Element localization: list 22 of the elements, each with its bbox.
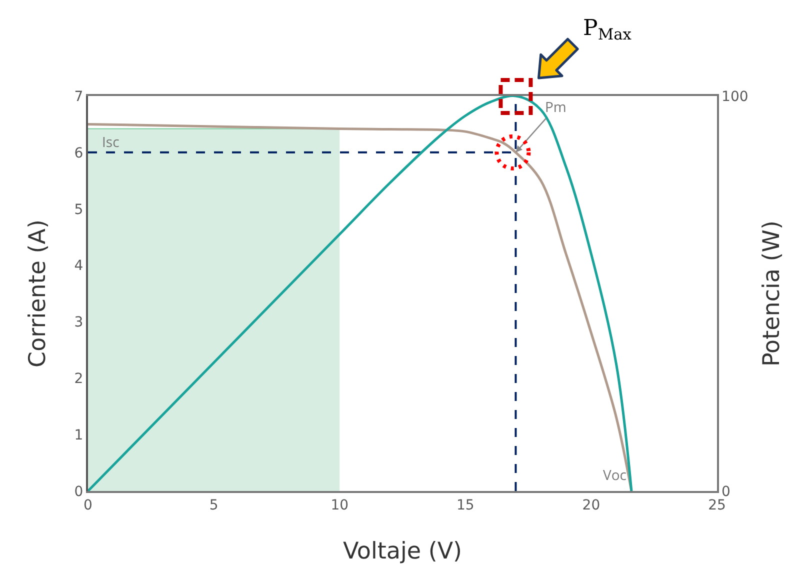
y2-axis-title: Potencia (W)	[759, 220, 785, 366]
y2-tick-label: 100	[722, 88, 748, 105]
x-tick-label: 25	[708, 498, 726, 514]
x-tick-label: 10	[330, 498, 349, 514]
y-tick-label: 4	[74, 258, 84, 274]
x-tick-label: 15	[456, 498, 474, 514]
annotation: Pm	[545, 98, 566, 117]
annotation: Voc	[603, 466, 627, 485]
y-tick-label: 1	[74, 427, 84, 444]
y2-tick-label: 0	[722, 484, 730, 500]
y-tick-label: 0	[74, 484, 84, 500]
x-tick-label: 5	[209, 498, 218, 514]
y-tick-label: 6	[74, 145, 84, 162]
y-axis-title: Corriente (A)	[25, 220, 52, 368]
y-tick-label: 3	[74, 314, 84, 331]
y-tick-label: 5	[74, 202, 84, 218]
annotation: Isc	[102, 133, 120, 152]
x-tick-label: 20	[582, 498, 600, 514]
y-tick-label: 7	[74, 88, 84, 105]
y-tick-label: 2	[74, 371, 84, 388]
text: P$_{Max}$	[583, 16, 632, 44]
x-axis-title: Voltaje (V)	[342, 538, 462, 565]
